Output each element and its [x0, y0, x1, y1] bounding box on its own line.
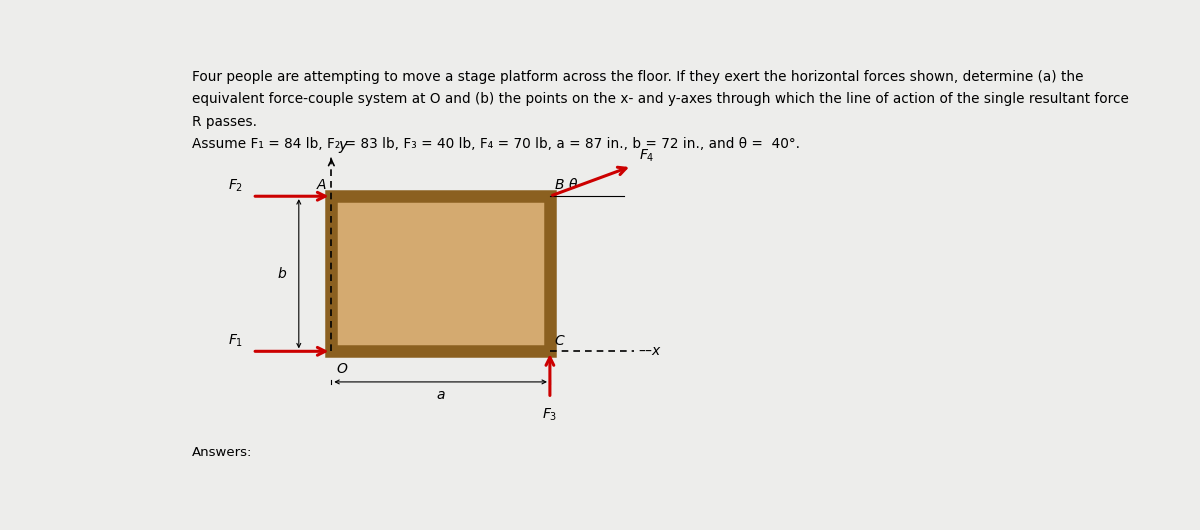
Text: R passes.: R passes.	[192, 114, 257, 129]
Text: $\theta$: $\theta$	[569, 177, 578, 192]
Text: Assume F₁ = 84 lb, F₂ = 83 lb, F₃ = 40 lb, F₄ = 70 lb, a = 87 in., b = 72 in., a: Assume F₁ = 84 lb, F₂ = 83 lb, F₃ = 40 l…	[192, 137, 800, 151]
Text: B: B	[554, 178, 564, 192]
Text: Four people are attempting to move a stage platform across the floor. If they ex: Four people are attempting to move a sta…	[192, 70, 1084, 84]
Text: Answers:: Answers:	[192, 446, 252, 460]
Text: equivalent force-couple system at O and (b) the points on the x- and y-axes thro: equivalent force-couple system at O and …	[192, 92, 1129, 106]
Text: b: b	[277, 267, 286, 281]
Text: ––x: ––x	[638, 344, 660, 358]
Text: O: O	[336, 361, 347, 376]
Text: $F_4$: $F_4$	[640, 148, 655, 164]
Text: $F_3$: $F_3$	[542, 407, 558, 423]
Text: C: C	[554, 334, 564, 348]
Text: A: A	[317, 178, 326, 192]
Bar	[331, 196, 550, 351]
Text: $F_1$: $F_1$	[228, 333, 242, 349]
Bar	[341, 200, 541, 347]
Text: y: y	[338, 138, 348, 153]
Text: a: a	[437, 388, 445, 402]
Text: $F_2$: $F_2$	[228, 178, 242, 194]
